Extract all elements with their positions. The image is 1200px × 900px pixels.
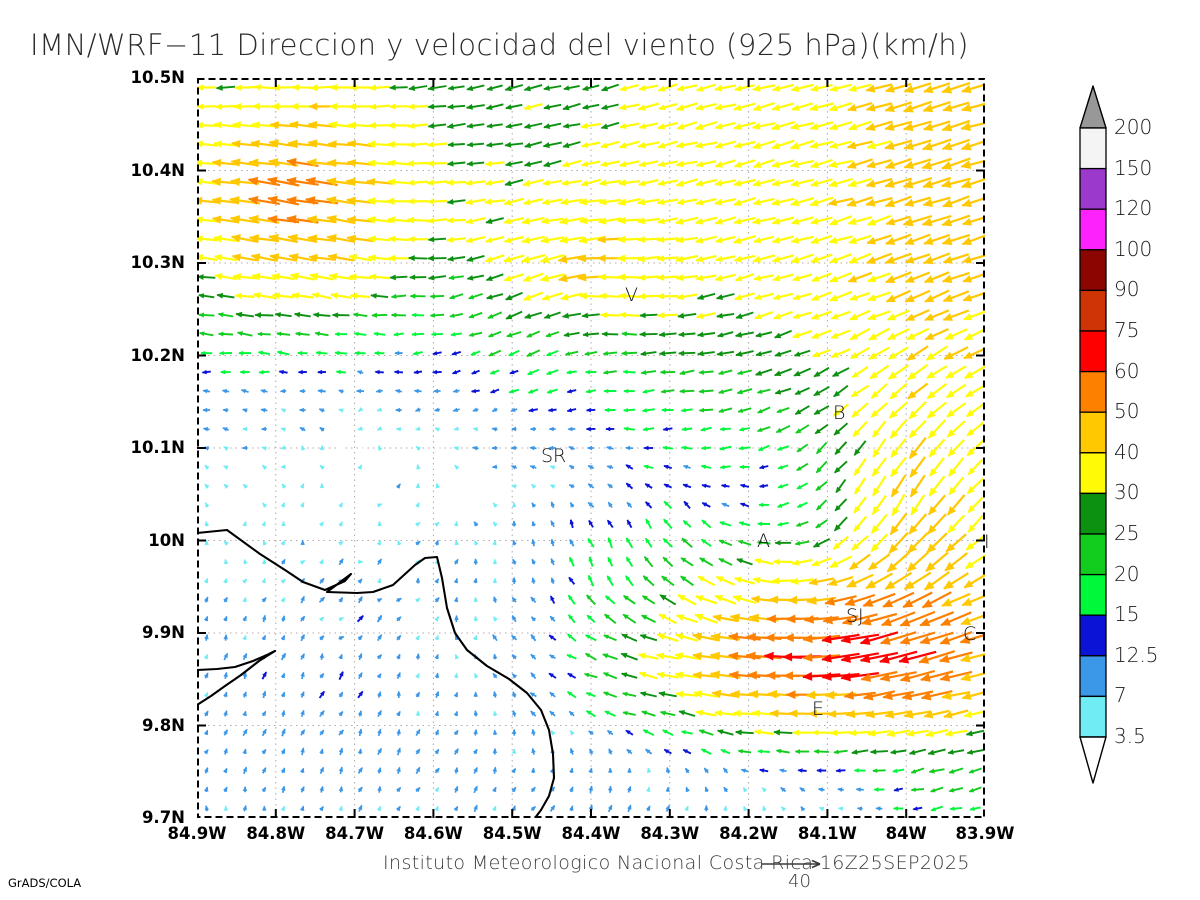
page-title: IMN/WRF−11 Direccion y velocidad del vie…	[30, 28, 969, 62]
x-axis-tick-label: 84.1W	[797, 824, 857, 843]
wind-vector-plot	[197, 78, 985, 818]
x-axis-tick-label: 84.9W	[167, 824, 227, 843]
x-axis-tick-label: 84.8W	[246, 824, 306, 843]
y-axis-tick-label: 9.7N	[141, 808, 185, 827]
city-label-sj: SJ	[846, 605, 864, 627]
x-axis-tick-label: 83.9W	[955, 824, 1015, 843]
colorbar-tick-label: 90	[1114, 277, 1140, 302]
colorbar-tick-label: 3.5	[1114, 724, 1146, 748]
x-axis-tick-label: 84.6W	[403, 824, 463, 843]
colorbar-tick-label: 30	[1114, 480, 1140, 505]
x-axis-tick-label: 84.5W	[482, 824, 542, 843]
reference-vector-arrow	[762, 859, 821, 869]
reference-vector-label: 40	[788, 871, 811, 892]
colorbar-tick-label: 75	[1114, 318, 1140, 342]
y-axis-tick-label: 10N	[148, 530, 185, 550]
colorbar-canvas	[1079, 85, 1107, 784]
city-label-sr: SR	[541, 445, 567, 467]
colorbar-tick-label: 150	[1114, 155, 1153, 180]
grads-credit: GrADS/COLA	[8, 876, 82, 890]
city-label-c: C	[963, 623, 977, 645]
x-axis-tick-label: 84.4W	[561, 824, 621, 843]
colorbar-tick-label: 20	[1114, 561, 1140, 586]
colorbar-tick-label: 25	[1114, 521, 1140, 545]
colorbar-tick-label: 40	[1114, 439, 1140, 464]
y-axis-tick-label: 10.5N	[130, 68, 185, 87]
coastline	[197, 528, 556, 818]
wind-vectors	[197, 81, 985, 813]
colorbar-tick-label: 60	[1114, 358, 1140, 383]
plot-canvas	[197, 78, 985, 818]
city-label-i: I	[984, 531, 990, 553]
colorbar-tick-label: 200	[1114, 115, 1153, 139]
y-axis-tick-label: 10.4N	[130, 160, 185, 180]
city-label-a: A	[757, 530, 770, 552]
colorbar-tick-label: 120	[1114, 196, 1153, 221]
city-label-v: V	[625, 284, 638, 306]
x-axis-tick-label: 84.7W	[325, 824, 385, 843]
x-axis-tick-label: 84W	[885, 824, 927, 843]
colorbar-tick-label: 7	[1114, 683, 1127, 708]
city-label-e: E	[812, 698, 825, 720]
x-axis-tick-label: 84.2W	[719, 824, 779, 843]
x-axis-tick-label: 84.3W	[640, 824, 700, 843]
colorbar-tick-label: 12.5	[1114, 642, 1159, 667]
colorbar-tick-label: 50	[1114, 399, 1140, 424]
y-axis-tick-label: 9.8N	[141, 715, 185, 735]
y-axis-tick-label: 10.3N	[130, 253, 185, 272]
city-label-b: B	[833, 402, 846, 424]
plot-frame	[197, 78, 985, 818]
y-axis-tick-label: 10.1N	[130, 438, 185, 457]
colorbar-tick-label: 15	[1114, 602, 1140, 627]
colorbar-tick-label: 100	[1114, 236, 1153, 261]
footer-institution: Instituto Meteorologico Nacional Costa R…	[383, 852, 970, 874]
y-axis-tick-label: 10.2N	[130, 345, 185, 365]
y-axis-tick-label: 9.9N	[141, 623, 185, 642]
